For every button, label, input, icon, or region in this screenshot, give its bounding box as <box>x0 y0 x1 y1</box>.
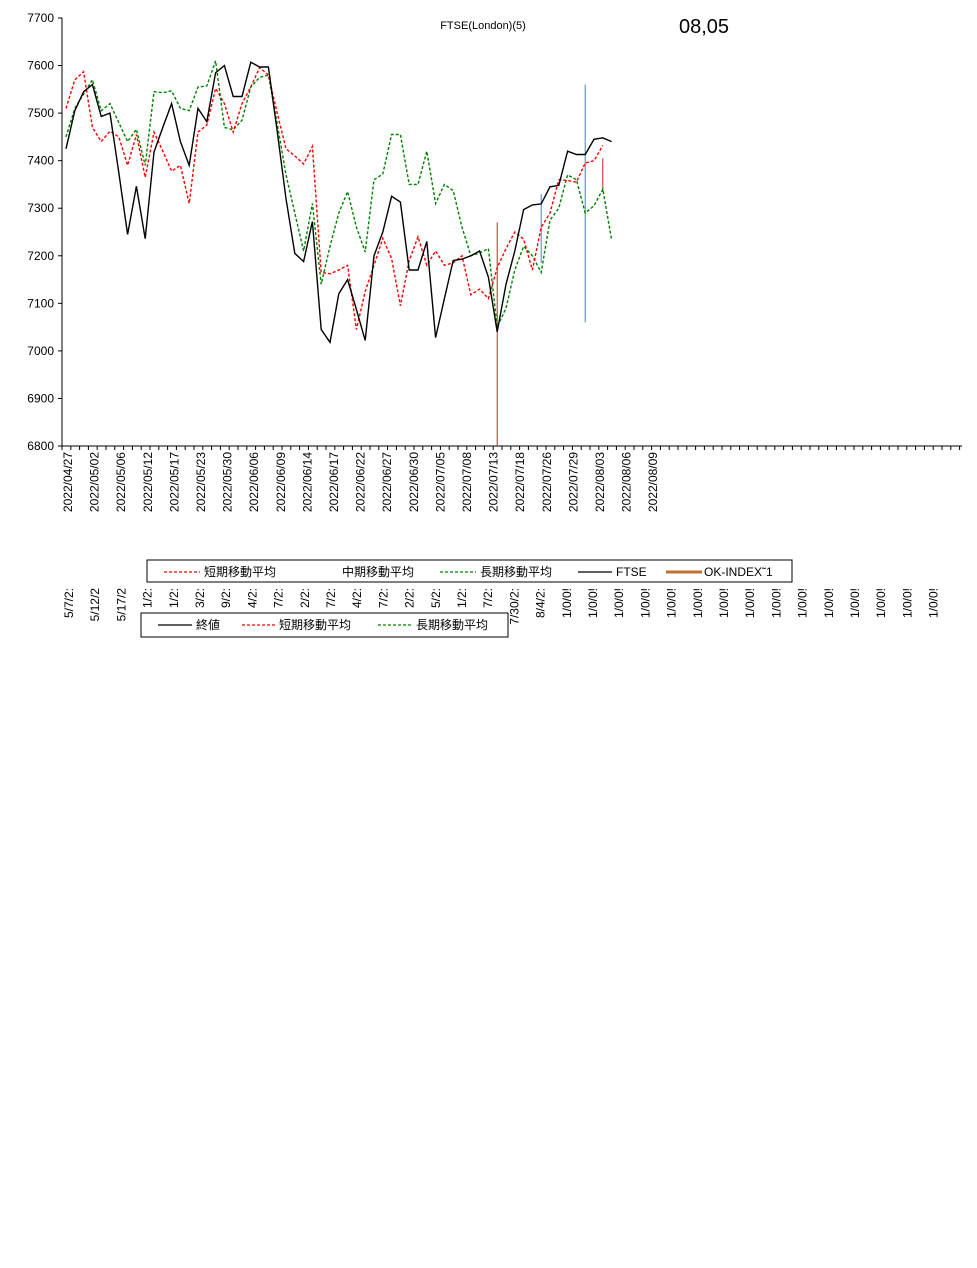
secondary-axis-label: 5/2: <box>429 588 443 608</box>
y-tick-label: 6900 <box>27 391 54 405</box>
secondary-axis-labels: 5/7/2: 5/12/2 5/17/2 1/2: 1/2: 3/2: 9/2: 4/2: 7/… <box>62 588 941 625</box>
x-tick-label: 2022/06/06 <box>247 452 261 512</box>
x-tick-label: 2022/06/30 <box>407 452 421 512</box>
y-tick-label: 7500 <box>27 106 54 120</box>
x-tick-label: 2022/06/22 <box>354 452 368 512</box>
legend-bottom-long: 長期移動平均 <box>416 618 488 632</box>
secondary-axis-label: 1/0/0! <box>638 588 652 618</box>
secondary-axis-label: 9/2: <box>219 588 233 608</box>
secondary-axis-label: 5/17/2 <box>114 588 128 622</box>
secondary-axis-label: 4/2: <box>350 588 364 608</box>
secondary-axis-label: 1/2: <box>167 588 181 608</box>
secondary-axis-label: 5/7/2: <box>62 588 76 618</box>
y-tick-label: 7000 <box>27 344 54 358</box>
legend-top-long: 長期移動平均 <box>480 565 552 579</box>
x-tick-label: 2022/08/03 <box>593 452 607 512</box>
x-tick-label: 2022/07/26 <box>540 452 554 512</box>
series-line-close <box>65 61 612 345</box>
secondary-axis-label: 1/0/0! <box>560 588 574 618</box>
y-tick-label: 6800 <box>27 439 54 453</box>
secondary-axis-label: 1/0/0! <box>900 588 914 618</box>
secondary-axis-label: 7/30/2: <box>507 588 521 625</box>
legend-bottom-short: 短期移動平均 <box>279 618 351 632</box>
y-tick-label: 7700 <box>27 11 54 25</box>
x-axis: 2022/04/27 2022/05/02 2022/05/06 2022/05/12… <box>61 445 962 512</box>
x-tick-label: 2022/05/06 <box>114 452 128 512</box>
secondary-axis-label: 1/0/0! <box>822 588 836 618</box>
date-stamp: 08,05 <box>679 16 729 38</box>
x-tick-label: 2022/07/08 <box>460 452 474 512</box>
legend-top-okindex: OK-INDEX˜1 <box>704 565 773 579</box>
legend-bottom: 終値 短期移動平均 長期移動平均 <box>140 612 509 638</box>
legend-top-mid: 中期移動平均 <box>342 564 414 579</box>
secondary-axis-label: 2/2: <box>298 588 312 608</box>
x-tick-label: 2022/05/23 <box>194 452 208 512</box>
series-line-short <box>65 66 604 330</box>
y-axis: 6800 6900 7000 7100 7200 7300 7400 7500 7600 7700 <box>27 11 63 453</box>
x-tick-label: 2022/05/17 <box>167 452 181 512</box>
secondary-axis-label: 1/0/0! <box>796 588 810 618</box>
secondary-axis-label: 2/2: <box>403 588 417 608</box>
secondary-axis-label: 1/0/0! <box>743 588 757 618</box>
x-tick-label: 2022/05/02 <box>88 452 102 512</box>
secondary-axis-label: 1/0/0! <box>717 588 731 618</box>
secondary-axis-label: 8/4/2: <box>534 588 548 618</box>
plot-area <box>65 60 613 345</box>
x-tick-label: 2022/08/09 <box>646 452 660 512</box>
y-tick-label: 7200 <box>27 249 54 263</box>
secondary-axis-label: 7/2: <box>481 588 495 608</box>
x-tick-label: 2022/06/09 <box>274 452 288 512</box>
secondary-axis-label: 1/0/0! <box>691 588 705 618</box>
y-tick-label: 7600 <box>27 59 54 73</box>
y-tick-label: 7100 <box>27 296 54 310</box>
signal-lines <box>496 84 604 446</box>
secondary-axis-label: 3/2: <box>193 588 207 608</box>
secondary-axis-label: 1/0/0! <box>874 588 888 618</box>
x-tick-label: 2022/06/27 <box>380 452 394 512</box>
x-tick-label: 2022/06/14 <box>300 452 314 512</box>
secondary-axis-label: 7/2: <box>376 588 390 608</box>
legend-top: 短期移動平均 中期移動平均 長期移動平均 FTSE OK-INDEX˜1 <box>146 559 793 583</box>
legend-top-short: 短期移動平均 <box>204 565 276 579</box>
x-tick-label: 2022/07/13 <box>487 452 501 512</box>
secondary-axis-label: 1/2: <box>455 588 469 608</box>
x-tick-label: 2022/07/29 <box>566 452 580 512</box>
chart-title: FTSE(London)(5) <box>440 20 526 32</box>
secondary-axis-label: 1/2: <box>141 588 155 608</box>
x-tick-label: 2022/05/30 <box>221 452 235 512</box>
secondary-axis-label: 1/0/0! <box>612 588 626 618</box>
x-tick-label: 2022/07/05 <box>433 452 447 512</box>
series-line-long <box>65 60 613 330</box>
secondary-axis-label: 1/0/0! <box>586 588 600 618</box>
x-tick-label: 2022/08/06 <box>620 452 634 512</box>
secondary-axis-label: 7/2: <box>272 588 286 608</box>
x-tick-label: 2022/05/12 <box>141 452 155 512</box>
secondary-axis-label: 7/2: <box>324 588 338 608</box>
y-tick-label: 7400 <box>27 154 54 168</box>
x-tick-label: 2022/06/17 <box>327 452 341 512</box>
legend-bottom-close: 終値 <box>196 617 220 632</box>
secondary-axis-label: 1/0/0! <box>769 588 783 618</box>
secondary-axis-label: 1/0/0! <box>927 588 941 618</box>
x-tick-label: 2022/07/18 <box>513 452 527 512</box>
secondary-axis-label: 1/0/0! <box>848 588 862 618</box>
y-tick-label: 7300 <box>27 201 54 215</box>
x-tick-label: 2022/04/27 <box>61 452 75 512</box>
secondary-axis-label: 1/0/0! <box>665 588 679 618</box>
secondary-axis-label: 4/2: <box>245 588 259 608</box>
secondary-axis-label: 5/12/2 <box>88 588 102 622</box>
legend-top-ftse: FTSE <box>616 565 647 579</box>
